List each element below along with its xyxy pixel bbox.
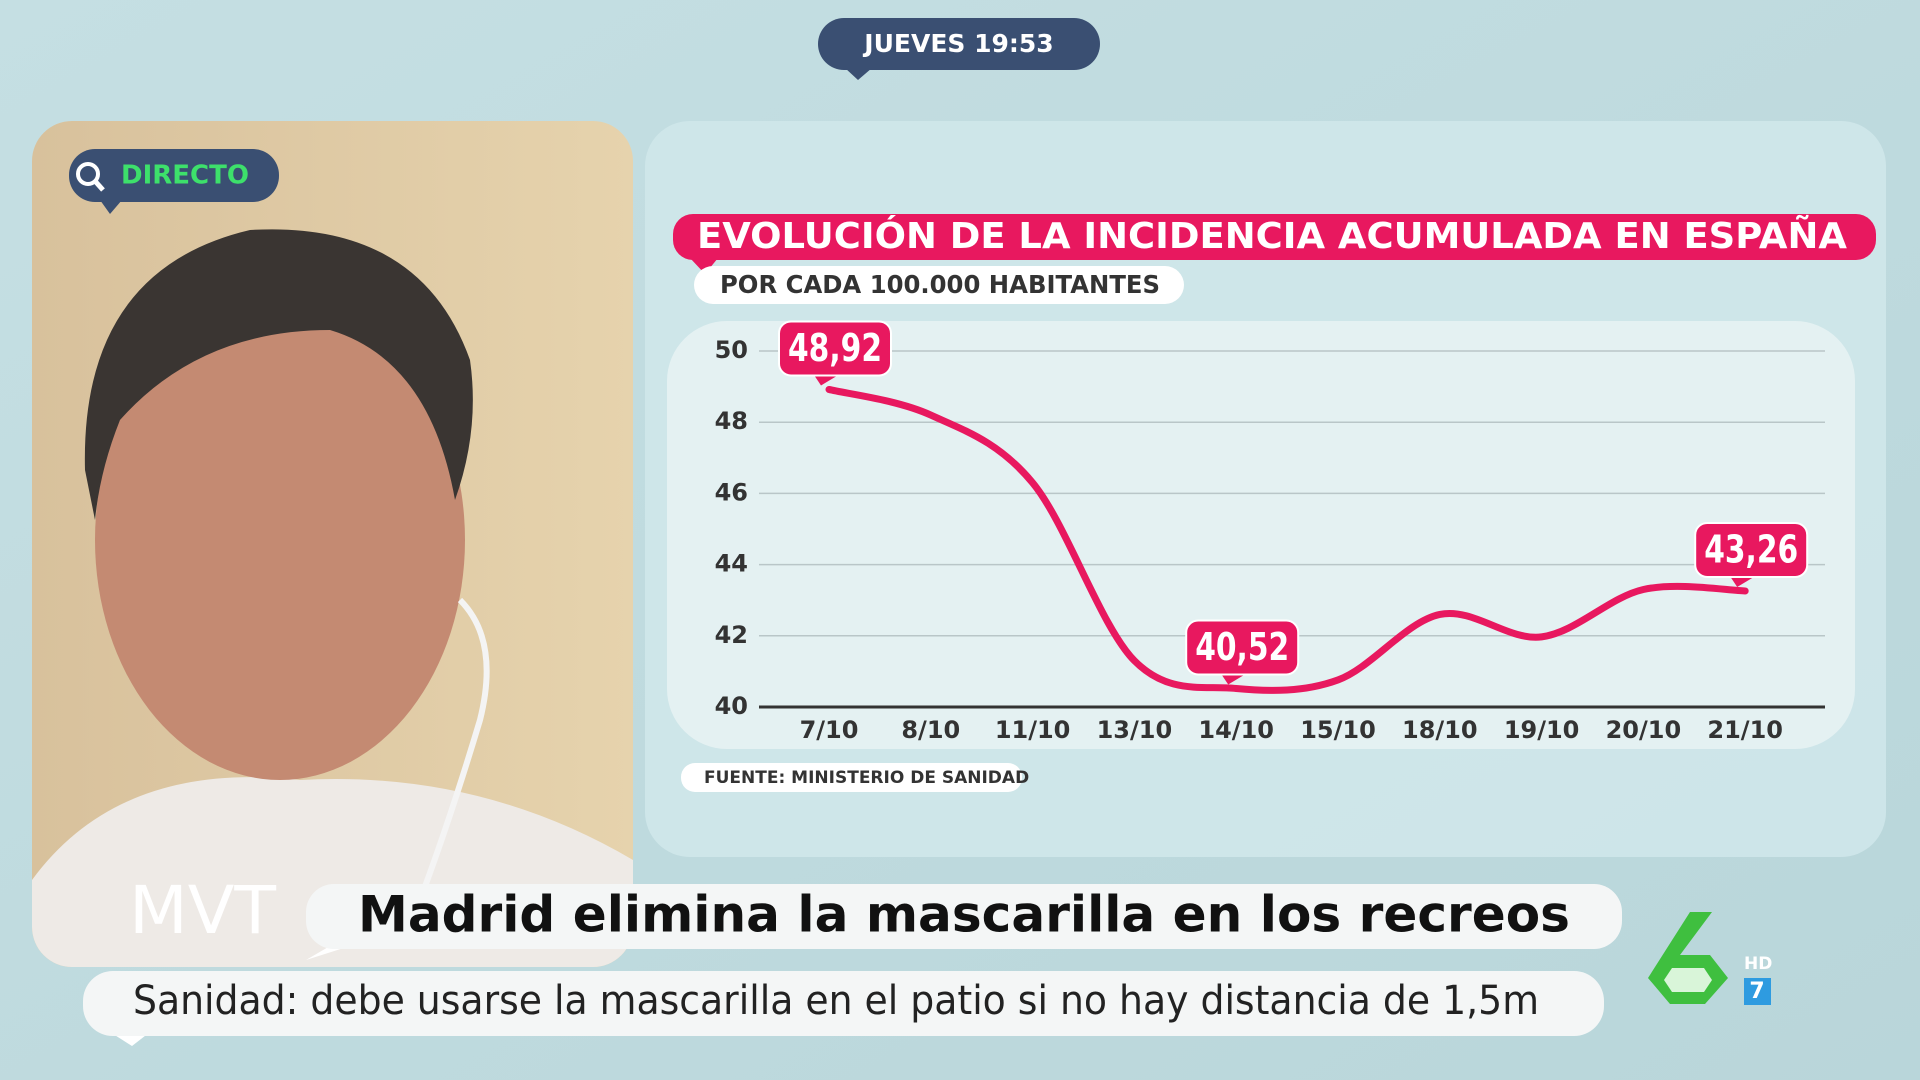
headline-pill xyxy=(306,884,1622,949)
subheadline-pill xyxy=(83,971,1604,1036)
search-icon xyxy=(76,162,100,186)
value-label-box xyxy=(778,320,892,377)
source-pill xyxy=(681,763,1022,792)
program-logo: MVT xyxy=(129,872,277,949)
clock: JUEVES 19:53 xyxy=(862,29,1053,58)
x-tick-label: 15/10 xyxy=(1300,716,1376,744)
x-tick-label: 20/10 xyxy=(1606,716,1682,744)
live-tail xyxy=(100,200,122,214)
title-bar xyxy=(673,214,1876,260)
hair xyxy=(84,229,473,521)
y-tick-label: 46 xyxy=(715,478,748,506)
title-tail xyxy=(690,258,718,274)
value-label: 43,26 xyxy=(1704,527,1798,571)
plot: 40 42 44 46 48 50 7/10 8/10 11/10 13/10 14/10 15/10… xyxy=(715,320,1825,744)
value-label-box xyxy=(1185,619,1300,676)
y-tick-label: 42 xyxy=(715,621,748,649)
x-tick-label: 13/10 xyxy=(1097,716,1173,744)
hd-badge: HD xyxy=(1744,954,1772,974)
y-tick-label: 48 xyxy=(715,407,748,435)
plot-area xyxy=(667,321,1855,749)
y-tick-label: 50 xyxy=(715,336,748,364)
y-tick-label: 44 xyxy=(715,550,748,578)
headline: Madrid elimina la mascarilla en los recr… xyxy=(358,886,1570,944)
clock-tail xyxy=(845,68,872,80)
value-label: 48,92 xyxy=(788,326,882,370)
x-tick-label: 19/10 xyxy=(1504,716,1580,744)
subtitle-pill xyxy=(694,266,1184,304)
x-tick-label: 7/10 xyxy=(800,716,859,744)
live-label: DIRECTO xyxy=(121,161,249,191)
live-pill xyxy=(69,149,279,202)
value-label: 40,52 xyxy=(1195,625,1289,669)
x-tick-label: 8/10 xyxy=(901,716,960,744)
y-tick-label: 40 xyxy=(715,692,748,720)
line xyxy=(825,385,1749,694)
search-icon-handle xyxy=(93,179,105,192)
chart-subtitle: POR CADA 100.000 HABITANTES xyxy=(720,270,1160,299)
chart-source: FUENTE: MINISTERIO DE SANIDAD xyxy=(704,768,1029,788)
value-label-box xyxy=(1694,521,1809,578)
face xyxy=(95,300,465,780)
earphone-cable xyxy=(417,597,490,902)
seven-box xyxy=(1744,978,1771,1005)
x-tick-label: 21/10 xyxy=(1707,716,1783,744)
video xyxy=(32,121,633,967)
seven: 7 xyxy=(1749,979,1764,1004)
clock-pill xyxy=(818,18,1100,70)
x-tick-label: 11/10 xyxy=(995,716,1071,744)
x-tick-label: 14/10 xyxy=(1198,716,1274,744)
chart-title: EVOLUCIÓN DE LA INCIDENCIA ACUMULADA EN … xyxy=(697,215,1847,257)
channel-logo-hole xyxy=(1664,968,1712,992)
headline-tail xyxy=(306,946,350,960)
x-tick-label: 18/10 xyxy=(1402,716,1478,744)
subheadline: Sanidad: debe usarse la mascarilla en el… xyxy=(133,978,1539,1024)
